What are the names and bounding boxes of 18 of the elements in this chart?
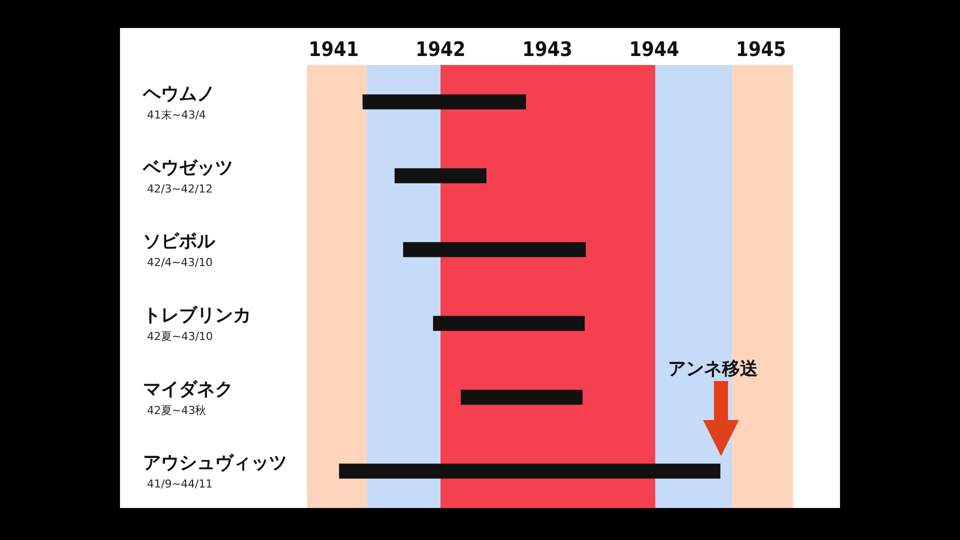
x-tick-label: 1944 (629, 37, 680, 61)
bar (403, 242, 586, 258)
y-tick-label: アウシュヴィッツ 41/9~44/11 (143, 452, 287, 491)
bar (460, 390, 583, 405)
x-tick-label: 1943 (522, 37, 572, 61)
x-tick-label: 1945 (736, 37, 786, 61)
annotation: アンネ移送 (668, 358, 758, 380)
bar (433, 316, 585, 331)
bar (362, 94, 526, 110)
x-tick-label: 1941 (308, 37, 359, 61)
bar (339, 464, 720, 479)
y-tick-label: マイダネク 42夏~43秋 (143, 378, 233, 417)
y-tick-label: トレブリンカ 42夏~43/10 (143, 304, 251, 343)
y-tick-label: ヘウムノ 41末~43/4 (142, 83, 215, 122)
y-tick-label: ベウゼッツ 42/3~42/12 (142, 157, 233, 196)
x-tick-label: 1942 (415, 37, 466, 61)
bar (394, 168, 486, 184)
y-tick-label: ソビボル 42/4~43/10 (143, 231, 216, 270)
